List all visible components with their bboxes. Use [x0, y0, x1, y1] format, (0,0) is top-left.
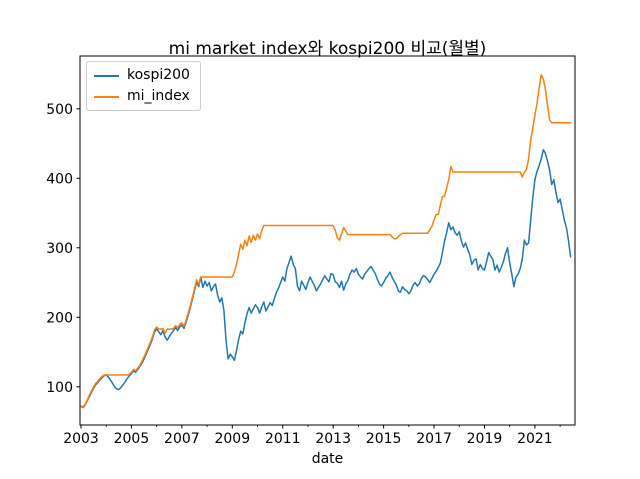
- plot-area: [79, 55, 576, 426]
- legend-item-mi-index: mi_index: [94, 88, 190, 105]
- legend-label: kospi200: [127, 67, 190, 83]
- x-tick-label: 2021: [517, 431, 553, 447]
- mi-index-line: [80, 74, 572, 408]
- y-tick-label: 300: [46, 241, 73, 257]
- mi-index-line-swatch: [94, 95, 119, 98]
- kospi200-line-swatch: [94, 74, 119, 77]
- x-tick-label: 2009: [214, 431, 250, 447]
- legend-item-kospi200: kospi200: [94, 67, 190, 84]
- chart-title: mi market index와 kospi200 비교(월별): [168, 39, 487, 59]
- x-tick-label: 2005: [114, 431, 150, 447]
- x-tick-label: 2011: [265, 431, 301, 447]
- x-tick-label: 2019: [467, 431, 503, 447]
- x-tick-label: 2013: [315, 431, 351, 447]
- y-tick-label: 200: [46, 310, 73, 326]
- y-tick-label: 500: [46, 102, 73, 118]
- x-tick-label: 2007: [164, 431, 200, 447]
- x-tick-label: 2015: [366, 431, 402, 447]
- x-axis-label: date: [311, 451, 344, 467]
- x-tick-label: 2017: [416, 431, 452, 447]
- y-tick-label: 400: [46, 171, 73, 187]
- y-tick-label: 100: [46, 380, 73, 396]
- kospi200-line: [80, 149, 572, 409]
- x-tick-label: 2003: [63, 431, 99, 447]
- legend: kospi200 mi_index: [86, 61, 201, 111]
- legend-label: mi_index: [127, 88, 190, 104]
